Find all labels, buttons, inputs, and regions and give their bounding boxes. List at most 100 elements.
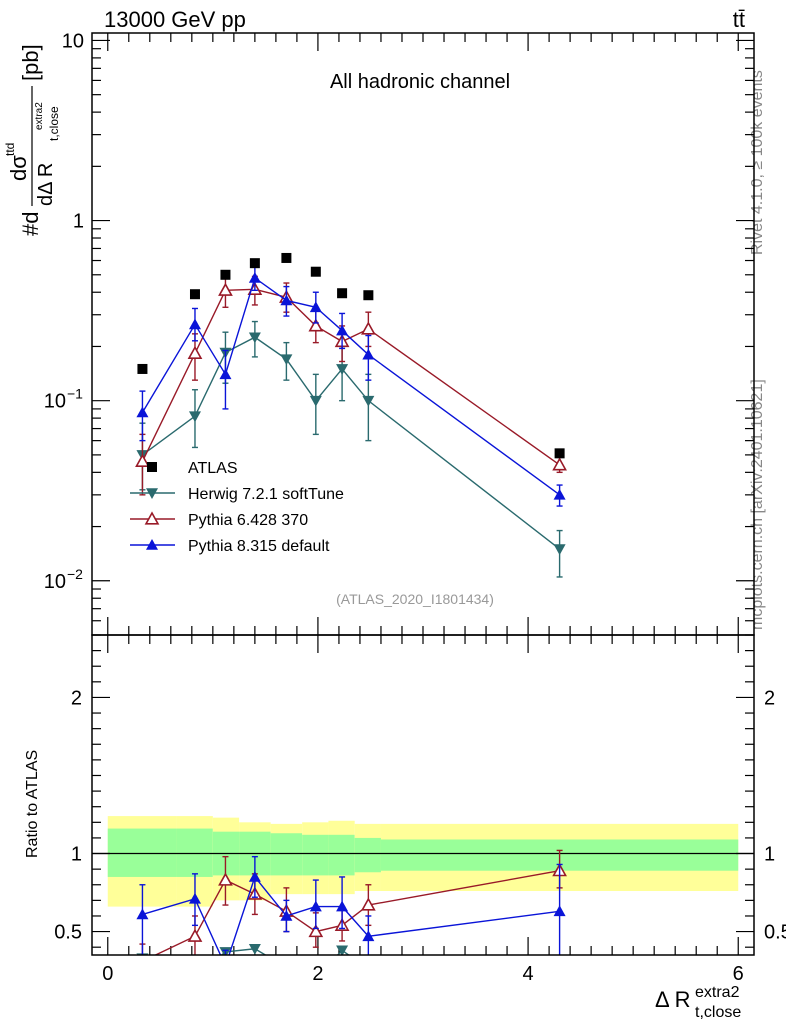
ratio-data-marks [136,849,567,983]
pythia-8-315-default-point [336,900,349,912]
pythia-8-315-default-point [188,892,201,904]
atlas-point [220,269,231,280]
ratio-frame [91,634,755,956]
main-data-marks [135,252,567,578]
ratio-bands [92,816,754,907]
pythia-8-315-default-point [248,271,261,283]
atlas-point [249,258,260,269]
x-tick-label: 6 [733,963,744,985]
pythia-6-428-370-point [187,345,203,360]
pythia-8-315-default-point [219,960,231,971]
atlas-point [310,266,321,277]
legend-marker-pythia-8-315-default [146,539,158,550]
ratio-y-tick-label-right: 1 [764,844,775,866]
y-label-denominator-sub: t,close [47,106,61,141]
x-tick-label: 4 [523,963,534,985]
pythia-6-428-370-line [141,288,561,466]
pythia-8-315-default-point [362,930,375,942]
pythia-8-315-default-point [280,294,293,306]
legend: ATLAS Herwig 7.2.1 softTune Pythia 6.428 3… [130,460,344,555]
herwig-7-2-1-softtune-point [336,945,349,955]
herwig-7-2-1-softtune-point [362,395,375,407]
x-axis-label: Δ R extra2 t,close [655,984,741,1021]
atlas-point [281,252,292,263]
pythia-8-315-default-point [309,900,322,912]
analysis-tag: (ATLAS_2020_I1801434) [336,591,494,607]
ratio-inner-band [107,828,177,877]
ratio-panel: 0.5 0.5 1 1 2 2 0 2 4 6 Ratio to ATLAS [24,634,786,985]
energy-label: 13000 GeV pp [104,7,246,32]
mcplots-label: mcplots.cern.ch [arXiv:2401.10621] [749,379,766,630]
pythia-8-315-default-point [553,905,566,917]
ratio-axes: 0.5 0.5 1 1 2 2 0 2 4 6 [54,650,786,985]
y-label-unit: [pb] [18,44,43,81]
legend-label-pythia-8-315-default: Pythia 8.315 default [188,538,330,555]
y-label-denominator: dΔ R [35,163,57,206]
ratio-y-tick-label: 1 [71,844,82,866]
herwig-7-2-1-softtune-point [336,364,349,375]
ratio-y-tick-label-right: 0.5 [764,922,786,944]
process-label: tt̄ [733,7,745,32]
ratio-y-tick-label-right: 2 [764,687,775,709]
ratio-inner-band [270,833,303,876]
main-y-tick-label-exp: −2 [67,566,83,582]
ratio-y-axis-label: Ratio to ATLAS [24,750,41,858]
herwig-7-2-1-softtune-point [554,960,566,971]
pythia-6-428-370-point [552,457,567,471]
rivet-version-label: Rivet 4.1.0, ≥ 100k events [749,70,766,255]
pythia-8-315-default-point [188,318,201,330]
chart-title: All hadronic channel [330,71,510,93]
x-label-sub: t,close [695,1004,741,1021]
main-y-tick-label: 10 [44,571,66,593]
x-label-main: Δ R [655,987,690,1012]
herwig-7-2-1-softtune-point [188,411,201,423]
y-label-denominator-sup: extra2 [34,102,45,130]
herwig-7-2-1-softtune-point [280,354,293,366]
herwig-7-2-1-softtune-point [189,972,201,983]
pythia-8-315-default-point [336,324,349,336]
pythia-8-315-default-point [280,909,293,921]
ratio-y-tick-label: 0.5 [54,922,82,944]
legend-label-atlas: ATLAS [188,460,238,477]
pythia-8-315-default-point [362,348,375,360]
atlas-point [363,290,374,301]
atlas-point [337,288,348,299]
pythia-6-428-370-point [360,897,376,911]
pythia-8-315-default-point [553,488,566,500]
main-y-tick-label: 10 [44,391,66,413]
x-tick-label: 2 [312,963,323,985]
pythia-8-315-default-point [219,368,232,380]
pythia-6-428-370-point [360,321,376,335]
main-y-tick-label-exp: −1 [67,386,83,402]
pythia-8-315-default-point [248,870,261,882]
y-label-numerator-sup: ttd [3,143,17,156]
atlas-point [137,363,148,374]
herwig-7-2-1-softtune-point [248,332,261,344]
herwig-7-2-1-softtune-point [553,544,566,556]
legend-label-pythia-6-428-370: Pythia 6.428 370 [188,512,308,529]
main-y-axis-label: #d dσ ttd dΔ R t,close extra2 [pb] [3,44,61,236]
pythia-6-428-370-point [218,282,233,296]
main-y-tick-label: 10 [62,30,84,52]
atlas-point [189,289,200,300]
herwig-7-2-1-softtune-point [362,964,374,975]
ratio-inner-band [302,834,329,876]
pythia-8-315-default-point [309,301,322,313]
herwig-7-2-1-softtune-point [309,395,322,407]
pythia-6-428-370-point [141,953,144,955]
pythia-6-428-370-point [135,453,150,468]
legend-label-herwig-7-2-1-softtune: Herwig 7.2.1 softTune [188,486,344,503]
legend-marker-atlas [147,462,157,472]
ratio-inner-band [354,837,381,873]
x-label-sup: extra2 [695,984,740,1001]
legend-marker-herwig-7-2-1-softtune [146,488,158,499]
pythia-8-315-default-point [136,406,149,418]
legend-marker-pythia-6-428-370 [144,511,160,525]
pythia-8-315-default-point [136,908,149,920]
herwig-7-2-1-softtune-line [220,948,350,955]
ratio-inner-band [176,828,213,877]
ratio-y-tick-label: 2 [71,687,82,709]
pythia-6-428-370-point [218,872,233,886]
